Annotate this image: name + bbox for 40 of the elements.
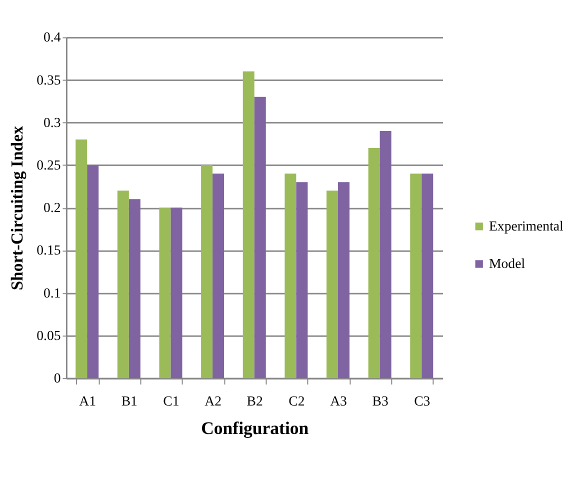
x-axis-title: Configuration [201, 418, 309, 438]
legend-label: Model [488, 256, 526, 271]
y-tick-label: 0.1 [43, 285, 61, 300]
bar [296, 182, 308, 378]
bar [368, 148, 380, 378]
x-tick-label: A3 [330, 393, 348, 408]
x-tick-label: B2 [246, 393, 264, 408]
bar [128, 199, 140, 378]
y-tick-label: 0.2 [43, 200, 61, 216]
x-tick-label: A1 [79, 393, 96, 408]
x-tick-label: B3 [372, 393, 388, 408]
x-tick-label: C3 [414, 393, 430, 408]
x-tick-label: C2 [288, 393, 305, 408]
y-tick-label: 0.3 [43, 114, 61, 130]
bar [159, 208, 171, 378]
x-tick-label: A2 [204, 393, 222, 408]
y-axis-title: Short-Circuiting Index [8, 125, 27, 290]
bar [212, 174, 224, 378]
bar [242, 71, 254, 378]
y-tick-label: 0 [54, 370, 61, 386]
bar [76, 140, 88, 378]
bar [284, 174, 296, 378]
x-tick-label: C1 [163, 393, 180, 408]
bar [422, 174, 434, 378]
y-tick-label: 0.15 [36, 242, 61, 258]
bar [380, 131, 392, 378]
bar [117, 190, 129, 378]
bar [201, 165, 213, 378]
bar [254, 96, 266, 378]
bar [338, 182, 350, 378]
x-tick-label: B1 [121, 393, 138, 408]
y-tick-label: 0.05 [36, 328, 61, 343]
bar [87, 165, 99, 378]
bar [326, 190, 338, 378]
y-tick-label: 0.35 [36, 72, 61, 88]
legend-label: Experimental [488, 218, 564, 234]
bar [410, 174, 422, 378]
bar [170, 208, 182, 378]
y-tick-label: 0.4 [43, 30, 61, 45]
y-tick-label: 0.25 [36, 158, 61, 173]
